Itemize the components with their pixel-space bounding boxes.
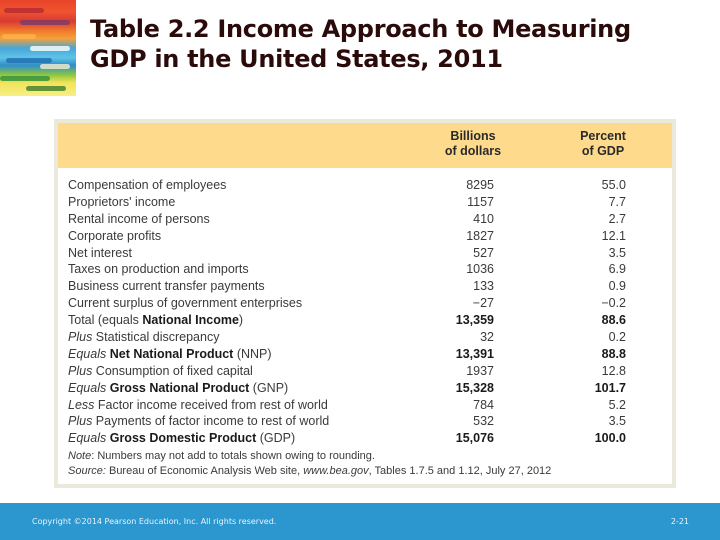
- percent-value: 3.5: [608, 245, 626, 260]
- table-row: Current surplus of government enterprise…: [68, 295, 672, 312]
- table-notes: Note: Numbers may not add to totals show…: [68, 449, 672, 479]
- row-label: Net interest: [68, 245, 132, 260]
- row-label: Plus Payments of factor income to rest o…: [68, 414, 330, 429]
- billions-value: 133: [473, 279, 494, 294]
- table-row: Equals Gross Domestic Product (GDP) 15,07…: [68, 430, 672, 447]
- table-row: Corporate profits 1827 12.1: [68, 228, 672, 245]
- billions-value: 410: [473, 211, 494, 226]
- billions-value: 527: [473, 245, 494, 260]
- copyright-text: Copyright ©2014 Pearson Education, Inc. …: [32, 517, 277, 526]
- table-row: Equals Gross National Product (GNP) 15,32…: [68, 380, 672, 397]
- page-number: 2-21: [670, 517, 689, 526]
- billions-value: 32: [480, 330, 494, 345]
- row-label: Less Factor income received from rest of…: [68, 397, 328, 412]
- percent-value: 0.2: [608, 330, 626, 345]
- billions-value: 1937: [466, 363, 494, 378]
- footer-bar: Copyright ©2014 Pearson Education, Inc. …: [0, 503, 720, 540]
- percent-value: 88.8: [601, 346, 626, 361]
- percent-value: 2.7: [608, 211, 626, 226]
- table-header: Billions of dollars Percent of GDP: [58, 123, 672, 168]
- row-label: Equals Gross Domestic Product (GDP): [68, 431, 296, 446]
- decorative-painting-image: [0, 0, 76, 96]
- percent-value: 6.9: [608, 262, 626, 277]
- table-row: Total (equals National Income) 13,359 88.6: [68, 312, 672, 329]
- percent-value: 101.7: [594, 380, 626, 395]
- table-row: Proprietors' income 1157 7.7: [68, 194, 672, 211]
- percent-value: −0.2: [601, 296, 626, 311]
- row-label: Plus Statistical discrepancy: [68, 330, 220, 345]
- table-row: Rental income of persons 410 2.7: [68, 211, 672, 228]
- title-line-2: GDP in the United States, 2011: [90, 45, 503, 73]
- billions-value: 15,328: [455, 380, 494, 395]
- percent-value: 12.1: [601, 228, 626, 243]
- table-row: Equals Net National Product (NNP) 13,391 8…: [68, 346, 672, 363]
- column-header-billions: Billions of dollars: [444, 129, 502, 158]
- source-url: www.bea.gov: [303, 465, 369, 477]
- row-label: Equals Net National Product (NNP): [68, 346, 272, 361]
- percent-value: 0.9: [608, 279, 626, 294]
- percent-value: 88.6: [601, 313, 626, 328]
- billions-value: 1036: [466, 262, 494, 277]
- percent-value: 5.2: [608, 397, 626, 412]
- table-row: Net interest 527 3.5: [68, 245, 672, 262]
- slide-title: Table 2.2 Income Approach to Measuring G…: [90, 14, 690, 74]
- income-approach-table: Billions of dollars Percent of GDP Compe…: [54, 119, 676, 488]
- row-label: Current surplus of government enterprise…: [68, 296, 303, 311]
- table-row: Plus Consumption of fixed capital 1937 12.…: [68, 363, 672, 380]
- billions-value: 15,076: [455, 431, 494, 446]
- percent-value: 12.8: [601, 363, 626, 378]
- table-body: Billions of dollars Percent of GDP Compe…: [58, 123, 672, 484]
- row-label: Compensation of employees: [68, 178, 227, 192]
- column-header-percent: Percent of GDP: [580, 129, 626, 158]
- source-line: Source: Bureau of Economic Analysis Web …: [68, 465, 552, 477]
- table-row: Plus Payments of factor income to rest o…: [68, 413, 672, 430]
- row-label: Proprietors' income: [68, 194, 176, 209]
- row-label: Plus Consumption of fixed capital: [68, 363, 253, 378]
- billions-value: 532: [473, 414, 494, 429]
- billions-value: 8295: [466, 178, 494, 192]
- row-label: Taxes on production and imports: [68, 262, 249, 277]
- percent-value: 55.0: [601, 178, 626, 192]
- table-row: Compensation of employees 8295 55.0: [68, 177, 672, 194]
- billions-value: −27: [472, 296, 494, 311]
- table-row: Plus Statistical discrepancy 32 0.2: [68, 329, 672, 346]
- row-label: Rental income of persons: [68, 211, 210, 226]
- table-row: Taxes on production and imports 1036 6.9: [68, 261, 672, 278]
- row-label: Equals Gross National Product (GNP): [68, 380, 289, 395]
- row-label: Total (equals National Income): [68, 313, 244, 328]
- percent-value: 7.7: [608, 194, 626, 209]
- row-label: Corporate profits: [68, 228, 162, 243]
- billions-value: 1827: [466, 228, 494, 243]
- billions-value: 13,359: [455, 313, 494, 328]
- title-line-1: Table 2.2 Income Approach to Measuring: [90, 15, 631, 43]
- billions-value: 13,391: [455, 346, 494, 361]
- row-label: Business current transfer payments: [68, 279, 265, 294]
- table-row: Business current transfer payments 133 0.9: [68, 278, 672, 295]
- percent-value: 3.5: [608, 414, 626, 429]
- table-row: Less Factor income received from rest of…: [68, 397, 672, 414]
- billions-value: 784: [473, 397, 494, 412]
- table-rows: Compensation of employees 8295 55.0 Proprie…: [68, 177, 672, 447]
- note-line: Note: Numbers may not add to totals show…: [68, 450, 375, 462]
- percent-value: 100.0: [594, 431, 626, 446]
- billions-value: 1157: [467, 194, 494, 209]
